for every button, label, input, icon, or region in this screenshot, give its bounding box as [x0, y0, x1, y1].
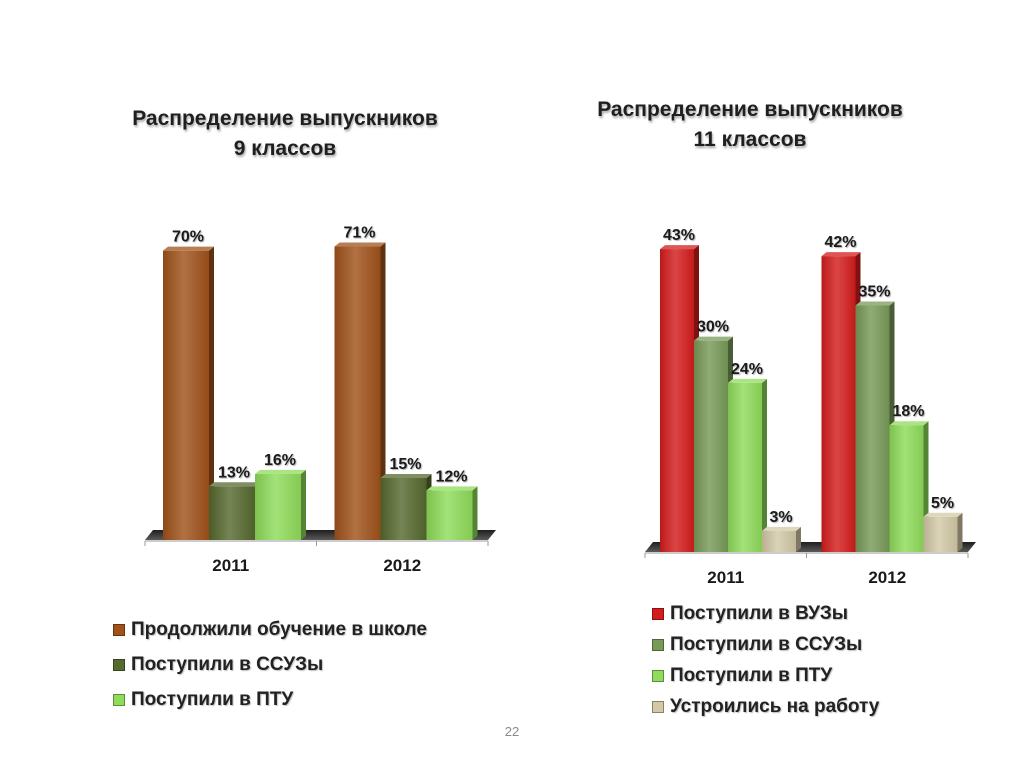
legend-swatch: [113, 693, 125, 706]
bar: [163, 246, 214, 540]
data-label: 12%: [435, 468, 467, 485]
page-number: 22: [504, 724, 520, 739]
x-tick-label: 2011: [707, 568, 744, 587]
legend-swatch: [652, 607, 664, 620]
legend-label: Поступили в ПТУ: [131, 688, 294, 710]
x-tick-label: 2012: [383, 556, 421, 575]
legend-item: Поступили в ВУЗы: [652, 598, 879, 629]
data-label: 42%: [824, 234, 856, 251]
data-label: 3%: [769, 509, 792, 526]
data-label: 35%: [858, 283, 890, 300]
bar: [660, 245, 699, 553]
x-tick-label: 2012: [868, 568, 906, 587]
data-label: 43%: [663, 227, 695, 244]
x-tick-label: 2011: [212, 556, 249, 575]
data-label: 13%: [218, 464, 250, 481]
legend-label: Поступили в ССУЗы: [131, 653, 324, 675]
legend-item: Поступили в ССУЗы: [113, 647, 427, 682]
legend-9-classes: Продолжили обучение в школе Поступили в …: [113, 612, 427, 717]
legend-swatch: [652, 700, 664, 713]
legend-swatch: [652, 669, 664, 682]
bar: [821, 252, 861, 552]
legend-label: Поступили в ССУЗы: [670, 633, 863, 655]
data-label: 15%: [389, 456, 421, 473]
bar: [426, 486, 478, 540]
legend-label: Поступили в ВУЗы: [670, 602, 849, 624]
legend-label: Продолжили обучение в школе: [131, 618, 427, 640]
legend-swatch: [652, 638, 664, 651]
legend-label: Устроились на работу: [670, 695, 880, 717]
legend-item: Поступили в ПТУ: [113, 682, 427, 717]
data-label: 16%: [264, 452, 296, 469]
bar: [762, 526, 801, 552]
data-label: 70%: [172, 229, 204, 246]
data-label: 71%: [343, 225, 375, 242]
legend-item: Поступили в ССУЗы: [652, 629, 879, 660]
bar: [694, 336, 733, 552]
data-label: 24%: [731, 361, 763, 378]
bar: [334, 242, 386, 541]
legend-item: Устроились на работу: [652, 691, 879, 722]
bar: [728, 378, 767, 552]
chart-title-9-classes: Распределение выпускников 9 классов: [80, 104, 490, 164]
chart-title-line-1: Распределение выпускников: [132, 107, 438, 130]
chart-title-line-2: 9 классов: [233, 137, 337, 160]
chart-title-line-2: 11 классов: [693, 128, 807, 151]
data-label: 5%: [931, 495, 954, 512]
chart-title-line-1: Распределение выпускников: [597, 98, 903, 121]
legend-label: Поступили в ПТУ: [670, 664, 833, 686]
legend-item: Поступили в ПТУ: [652, 660, 879, 691]
legend-swatch: [113, 623, 125, 636]
legend-11-classes: Поступили в ВУЗы Поступили в ССУЗы Посту…: [652, 598, 879, 722]
bar: [923, 512, 963, 552]
legend-swatch: [113, 658, 125, 671]
legend-item: Продолжили обучение в школе: [113, 612, 427, 647]
bar: [255, 469, 306, 540]
data-label: 18%: [892, 403, 924, 420]
data-label: 30%: [697, 319, 729, 336]
bar: [855, 301, 895, 552]
chart-title-11-classes: Распределение выпускников 11 классов: [545, 95, 955, 155]
bar: [889, 421, 929, 552]
